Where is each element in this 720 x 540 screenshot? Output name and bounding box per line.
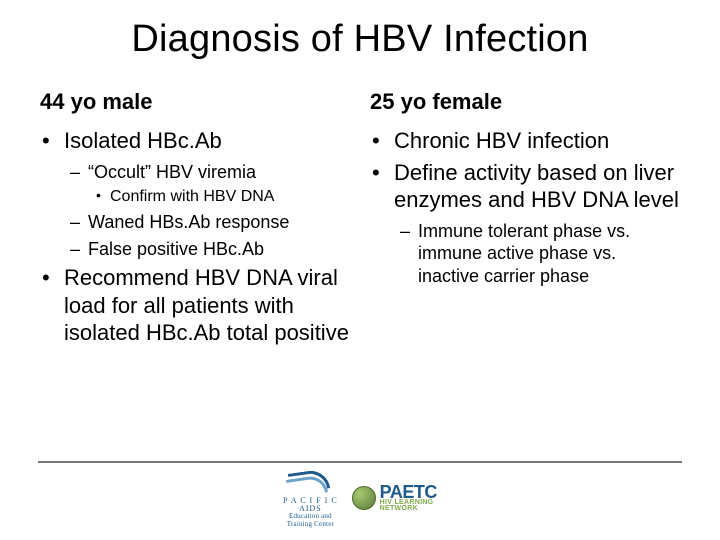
paetc-logo: PAETC HIV LEARNING NETWORK <box>352 484 437 513</box>
list-item: Waned HBs.Ab response <box>70 211 350 234</box>
logo-line: Training Center <box>283 521 338 528</box>
list-item: Confirm with HBV DNA <box>96 187 350 207</box>
footer-rule <box>38 461 682 463</box>
bullet-text: Recommend HBV DNA viral load for all pat… <box>64 265 349 345</box>
slide-title: Diagnosis of HBV Infection <box>40 18 680 61</box>
bullet-text: Isolated HBc.Ab <box>64 128 222 153</box>
logo-text: P A C I F I C AIDS Education and Trainin… <box>283 497 338 528</box>
paetc-main-text: PAETC <box>380 484 437 500</box>
bullet-text: False positive HBc.Ab <box>88 239 264 259</box>
list-item: Chronic HBV infection <box>370 127 680 155</box>
sub-list: “Occult” HBV viremia Confirm with HBV DN… <box>64 161 350 261</box>
left-heading: 44 yo male <box>40 89 350 115</box>
left-bullet-list: Isolated HBc.Ab “Occult” HBV viremia Con… <box>40 127 350 347</box>
list-item: Define activity based on liver enzymes a… <box>370 159 680 288</box>
bullet-text: Waned HBs.Ab response <box>88 212 289 232</box>
right-heading: 25 yo female <box>370 89 680 115</box>
paetc-sub-text: NETWORK <box>380 506 437 512</box>
list-item: Recommend HBV DNA viral load for all pat… <box>40 264 350 347</box>
swoosh-icon <box>285 469 335 497</box>
two-column-layout: 44 yo male Isolated HBc.Ab “Occult” HBV … <box>40 89 680 351</box>
logo-text: PAETC HIV LEARNING NETWORK <box>380 484 437 513</box>
right-bullet-list: Chronic HBV infection Define activity ba… <box>370 127 680 287</box>
pacific-aids-logo: P A C I F I C AIDS Education and Trainin… <box>283 469 338 528</box>
list-item: Isolated HBc.Ab “Occult” HBV viremia Con… <box>40 127 350 260</box>
list-item: False positive HBc.Ab <box>70 238 350 261</box>
logo-graphic: P A C I F I C AIDS Education and Trainin… <box>283 469 338 528</box>
slide-container: Diagnosis of HBV Infection 44 yo male Is… <box>0 0 720 540</box>
bullet-text: Confirm with HBV DNA <box>110 188 274 205</box>
bullet-text: Immune tolerant phase vs. immune active … <box>418 221 630 286</box>
bullet-text: Define activity based on liver enzymes a… <box>394 160 679 213</box>
list-item: “Occult” HBV viremia Confirm with HBV DN… <box>70 161 350 208</box>
right-column: 25 yo female Chronic HBV infection Defin… <box>370 89 680 351</box>
left-column: 44 yo male Isolated HBc.Ab “Occult” HBV … <box>40 89 350 351</box>
sub-sub-list: Confirm with HBV DNA <box>88 187 350 207</box>
globe-icon <box>352 486 376 510</box>
bullet-text: Chronic HBV infection <box>394 128 609 153</box>
bullet-text: “Occult” HBV viremia <box>88 162 256 182</box>
footer-logos: P A C I F I C AIDS Education and Trainin… <box>0 469 720 528</box>
slide-footer: P A C I F I C AIDS Education and Trainin… <box>0 461 720 528</box>
sub-list: Immune tolerant phase vs. immune active … <box>394 220 680 288</box>
list-item: Immune tolerant phase vs. immune active … <box>400 220 680 288</box>
